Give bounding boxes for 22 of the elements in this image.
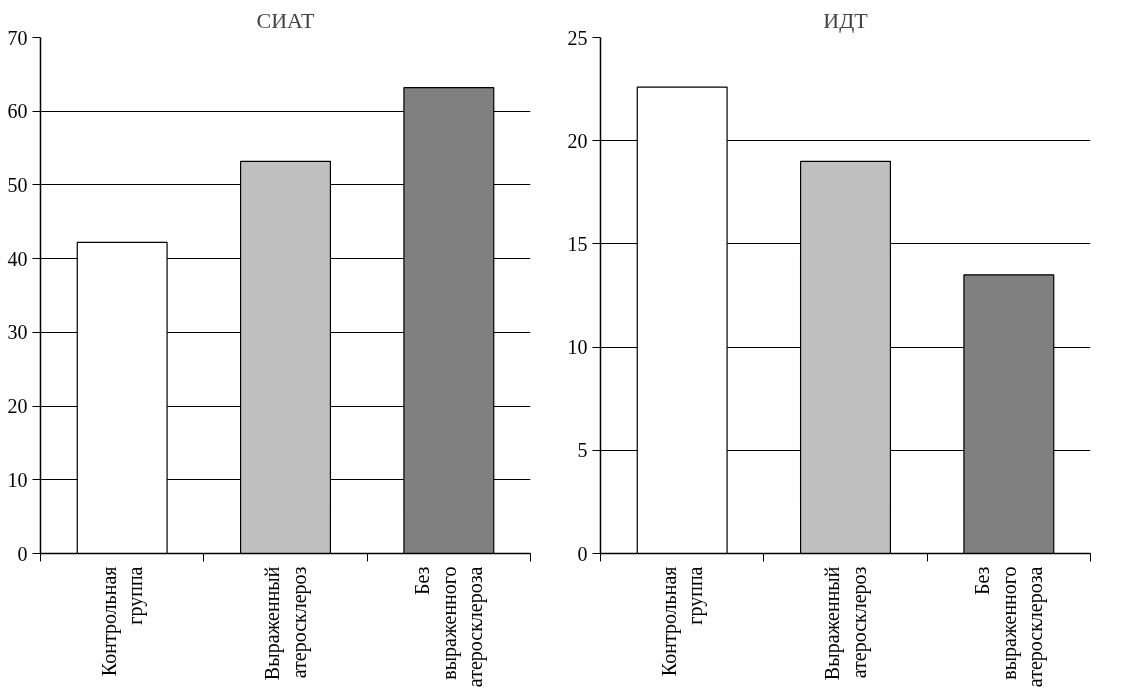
- x-tick-label: Контрольная группа: [97, 566, 148, 677]
- y-tick-label: 15: [567, 232, 588, 255]
- x-tick-label: Выраженный атеросклероз: [821, 566, 871, 681]
- y-tick-label: 40: [7, 247, 28, 270]
- y-tick-label: 20: [7, 395, 28, 418]
- x-tick-label: Без выраженного атеросклероза: [971, 566, 1048, 688]
- y-tick-label: 30: [7, 321, 28, 344]
- chart-title: ИДТ: [823, 7, 869, 33]
- y-tick-label: 20: [567, 129, 588, 152]
- y-tick-label: 10: [567, 336, 588, 359]
- chart-title: СИАТ: [256, 7, 316, 33]
- y-tick-label: 0: [17, 542, 28, 565]
- x-tick-label: Без выраженного атеросклероза: [411, 566, 488, 688]
- y-tick-label: 0: [577, 542, 588, 565]
- y-tick-label: 50: [7, 173, 28, 196]
- y-tick-label: 25: [567, 26, 588, 49]
- y-tick-label: 60: [7, 100, 28, 123]
- y-tick-label: 5: [577, 439, 588, 462]
- y-tick-label: 10: [7, 468, 28, 491]
- y-tick-label: 70: [7, 26, 28, 49]
- x-tick-label: Выраженный атеросклероз: [261, 566, 311, 681]
- x-tick-label: Контрольная группа: [657, 566, 708, 677]
